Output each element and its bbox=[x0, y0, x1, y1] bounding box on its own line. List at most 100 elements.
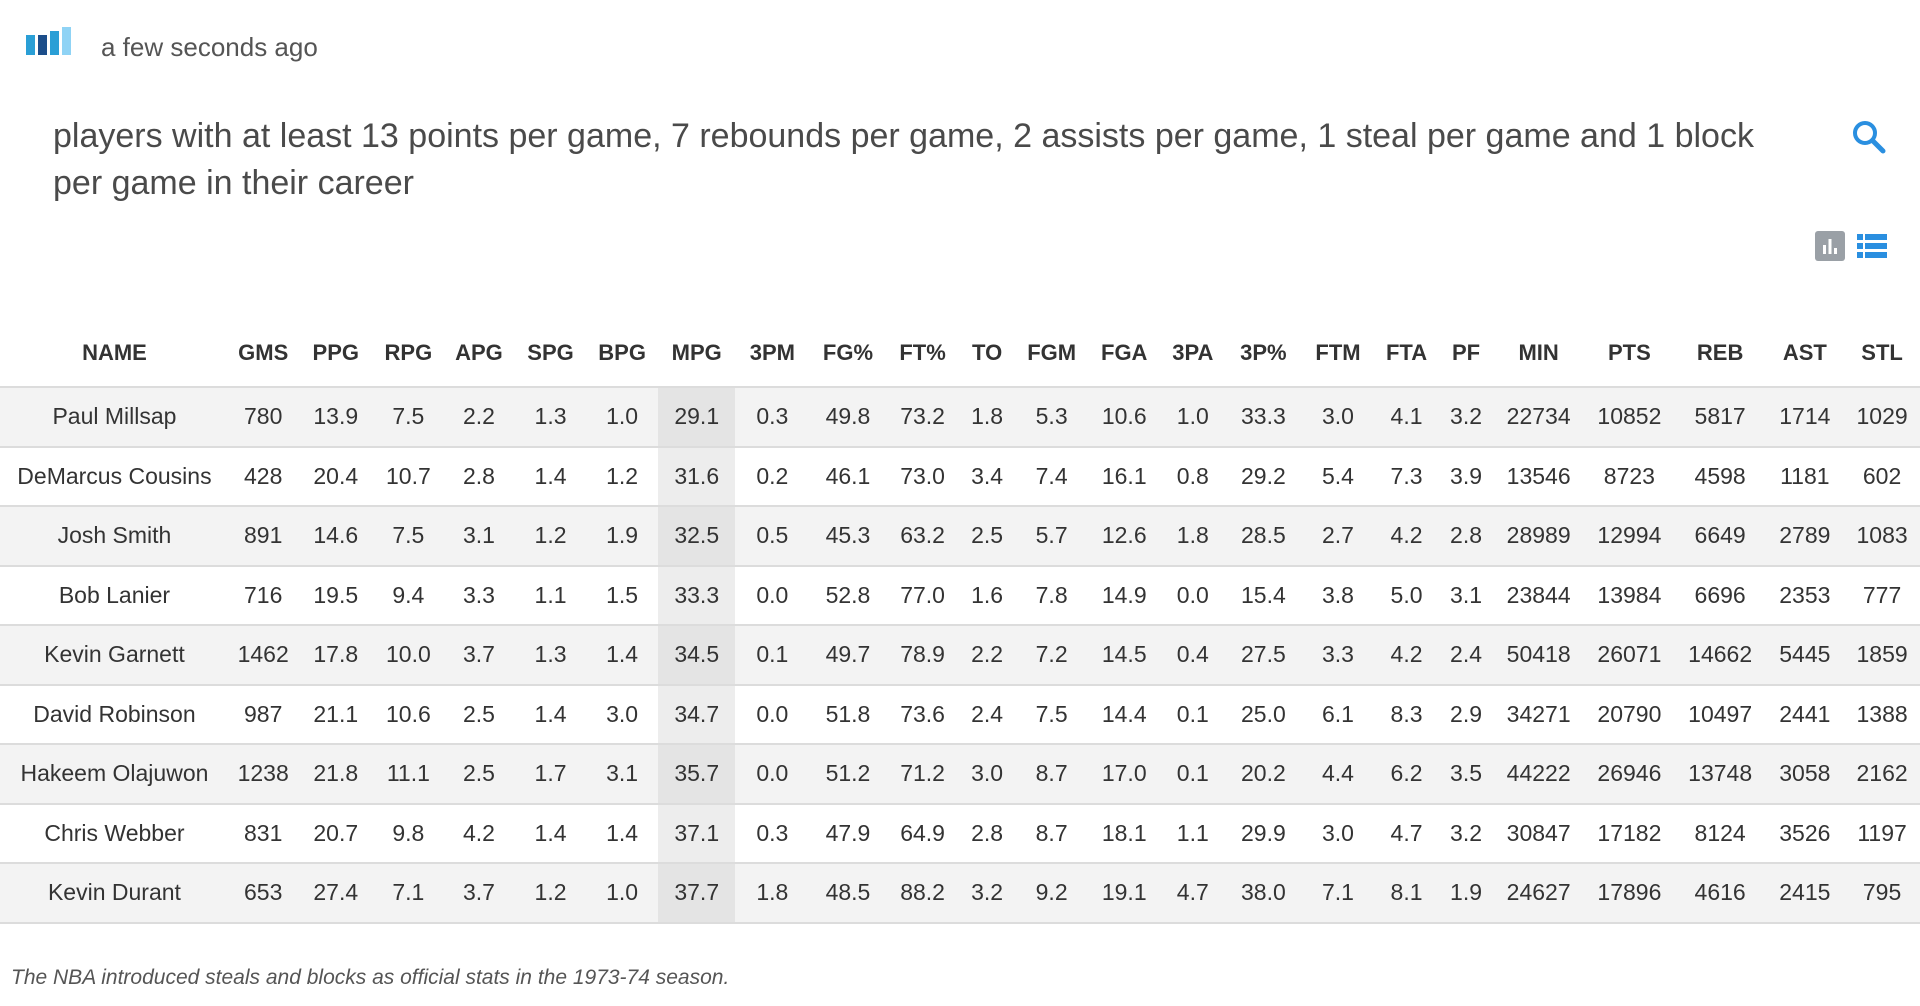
stat-cell: 51.2 bbox=[809, 744, 887, 804]
stat-cell: 38.0 bbox=[1225, 863, 1302, 923]
column-header-3pm[interactable]: 3PM bbox=[749, 340, 795, 365]
stat-cell: 71.2 bbox=[886, 744, 959, 804]
column-header-ppg[interactable]: PPG bbox=[312, 340, 360, 365]
stat-cell: 1.0 bbox=[1160, 387, 1226, 447]
stat-cell: 1.9 bbox=[585, 506, 659, 566]
column-header-apg[interactable]: APG bbox=[455, 340, 503, 365]
stat-cell: 51.8 bbox=[825, 700, 871, 727]
stat-cell: 2441 bbox=[1779, 700, 1831, 727]
player-name-cell[interactable]: David Robinson bbox=[33, 700, 196, 727]
column-header-fg[interactable]: FG% bbox=[822, 340, 874, 365]
column-header-mpg[interactable]: MPG bbox=[671, 340, 722, 365]
stat-cell: 49.7 bbox=[809, 625, 887, 685]
column-header-fgm[interactable]: FGM bbox=[1027, 340, 1077, 365]
stat-cell: 19.5 bbox=[313, 581, 359, 608]
stat-cell: 4.7 bbox=[1160, 863, 1226, 923]
logo-bar-4 bbox=[62, 27, 71, 55]
column-header-ftm[interactable]: FTM bbox=[1315, 340, 1361, 365]
stat-cell: 1.8 bbox=[958, 387, 1016, 447]
stat-cell: 13.9 bbox=[297, 387, 375, 447]
stat-cell: 3.4 bbox=[971, 462, 1004, 489]
column-header-gms[interactable]: GMS bbox=[238, 340, 289, 365]
column-header-spg[interactable]: SPG bbox=[527, 340, 574, 365]
stat-cell: 1.4 bbox=[534, 462, 567, 489]
column-header-rpg[interactable]: RPG bbox=[384, 340, 433, 365]
stat-cell: 2789 bbox=[1765, 506, 1845, 566]
stat-cell: 34.5 bbox=[658, 625, 736, 685]
stat-cell: 77.0 bbox=[900, 581, 945, 608]
stat-cell: 3.0 bbox=[1321, 819, 1354, 846]
column-header-pts[interactable]: PTS bbox=[1607, 340, 1651, 365]
stat-cell: 6649 bbox=[1674, 506, 1766, 566]
stat-cell: 64.9 bbox=[900, 819, 945, 846]
stat-cell: 4.1 bbox=[1374, 387, 1439, 447]
stat-cell: 21.1 bbox=[313, 700, 359, 727]
column-header-fta[interactable]: FTA bbox=[1385, 340, 1428, 365]
player-name-cell[interactable]: Kevin Durant bbox=[0, 863, 229, 923]
stat-cell: 16.1 bbox=[1101, 462, 1147, 489]
player-name-cell[interactable]: Josh Smith bbox=[0, 506, 229, 566]
stat-cell: 1.4 bbox=[606, 819, 639, 846]
stat-cell: 4.4 bbox=[1301, 744, 1375, 804]
column-header-3p[interactable]: 3P% bbox=[1240, 340, 1287, 365]
stat-cell: 34.7 bbox=[658, 684, 736, 744]
stat-cell: 10.0 bbox=[374, 625, 443, 685]
stat-cell: 653 bbox=[228, 863, 298, 923]
player-name-cell[interactable]: Hakeem Olajuwon bbox=[0, 744, 229, 804]
column-header-ast[interactable]: AST bbox=[1782, 340, 1827, 365]
search-icon[interactable] bbox=[1850, 118, 1890, 158]
column-header-fga[interactable]: FGA bbox=[1101, 340, 1148, 365]
bar-chart-icon[interactable] bbox=[1815, 231, 1845, 261]
player-name-cell[interactable]: Bob Lanier bbox=[58, 581, 171, 608]
stat-cell: 3.0 bbox=[958, 744, 1016, 804]
column-header-name[interactable]: NAME bbox=[82, 340, 147, 365]
column-header-stl[interactable]: STL bbox=[1861, 340, 1903, 365]
column-header-pf[interactable]: PF bbox=[1451, 340, 1481, 365]
player-name-cell[interactable]: Kevin Garnett bbox=[0, 625, 229, 685]
player-name-cell[interactable]: Chris Webber bbox=[44, 819, 185, 846]
stat-cell: 19.1 bbox=[1087, 863, 1161, 923]
stat-cell: 33.3 bbox=[658, 565, 736, 625]
column-header-to[interactable]: TO bbox=[972, 340, 1003, 365]
stat-cell: 831 bbox=[244, 819, 283, 846]
stat-cell: 3.1 bbox=[585, 744, 659, 804]
stat-cell: 49.8 bbox=[809, 387, 887, 447]
stat-cell: 37.7 bbox=[658, 863, 736, 923]
stat-cell: 8124 bbox=[1694, 819, 1746, 846]
stat-cell: 17.8 bbox=[297, 625, 375, 685]
query-text[interactable]: players with at least 13 points per game… bbox=[53, 117, 1754, 202]
stat-cell: 33.3 bbox=[1225, 387, 1302, 447]
stat-cell: 1.2 bbox=[515, 863, 586, 923]
table-row: Kevin Durant 653 27.4 7.1 3.7 1.2 1.0 37.7 1.8 48… bbox=[0, 863, 1920, 923]
stat-cell: 7.1 bbox=[1301, 863, 1375, 923]
stat-cell: 1.2 bbox=[515, 506, 586, 566]
stat-cell: 4598 bbox=[1694, 462, 1746, 489]
stat-cell: 34271 bbox=[1506, 700, 1571, 727]
column-header-3pa[interactable]: 3PA bbox=[1172, 340, 1214, 365]
list-icon[interactable] bbox=[1857, 231, 1887, 261]
table-row: Hakeem Olajuwon 1238 21.8 11.1 2.5 1.7 3.1 35.7… bbox=[0, 744, 1920, 804]
column-header-bpg[interactable]: BPG bbox=[598, 340, 646, 365]
column-header-reb[interactable]: REB bbox=[1696, 340, 1744, 365]
stat-cell: 0.0 bbox=[756, 581, 789, 608]
player-name-cell[interactable]: DeMarcus Cousins bbox=[17, 462, 212, 489]
stat-cell: 10497 bbox=[1688, 700, 1753, 727]
stat-cell: 4.2 bbox=[462, 819, 495, 846]
stat-cell: 17182 bbox=[1597, 819, 1662, 846]
logo[interactable] bbox=[26, 27, 78, 55]
stat-cell: 22734 bbox=[1493, 387, 1585, 447]
stat-cell: 14662 bbox=[1674, 625, 1766, 685]
stat-cell: 3.1 bbox=[1450, 581, 1483, 608]
stat-cell: 3.8 bbox=[1321, 581, 1354, 608]
stat-cell: 987 bbox=[244, 700, 283, 727]
logo-bar-3 bbox=[50, 31, 59, 55]
stat-cell: 46.1 bbox=[825, 462, 871, 489]
stat-cell: 13748 bbox=[1674, 744, 1766, 804]
column-header-ft[interactable]: FT% bbox=[899, 340, 946, 365]
stat-cell: 2.9 bbox=[1450, 700, 1483, 727]
stat-cell: 1714 bbox=[1765, 387, 1845, 447]
column-header-min[interactable]: MIN bbox=[1518, 340, 1559, 365]
player-name-cell[interactable]: Paul Millsap bbox=[0, 387, 229, 447]
table-row: DeMarcus Cousins 428 20.4 10.7 2.8 1.4 1.2 31.6… bbox=[0, 446, 1920, 506]
